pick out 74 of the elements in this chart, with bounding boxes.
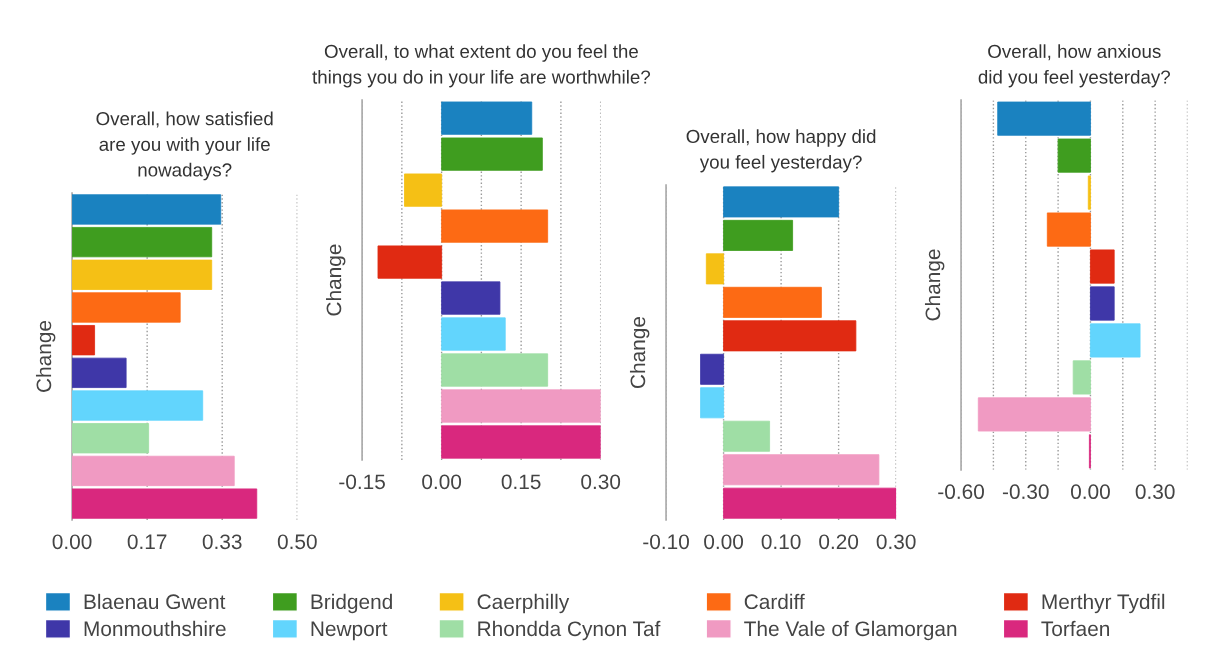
x-tick-label: 0.17 bbox=[127, 534, 167, 550]
bar bbox=[72, 488, 258, 519]
bar bbox=[72, 390, 204, 421]
bar bbox=[72, 259, 213, 290]
bar bbox=[441, 317, 506, 351]
bar bbox=[72, 292, 181, 323]
legend-label: Torfaen bbox=[1041, 620, 1109, 637]
chart-title: Overall, how satisfied are you with your life nowadays? bbox=[96, 111, 273, 181]
bar bbox=[72, 455, 235, 487]
legend-label: Bridgend bbox=[311, 593, 392, 614]
y-axis-title: Change bbox=[924, 249, 945, 321]
bar bbox=[723, 454, 880, 486]
bar bbox=[723, 420, 771, 452]
bar bbox=[441, 209, 549, 243]
chart-title: Overall, to what extent do you feel the things you do in your life are worthwhile? bbox=[312, 44, 651, 88]
bar bbox=[1090, 323, 1141, 358]
bar bbox=[1046, 212, 1091, 247]
bar bbox=[977, 397, 1091, 432]
bar bbox=[441, 425, 601, 459]
bar bbox=[1087, 175, 1091, 210]
bar bbox=[723, 487, 897, 519]
legend-label: The Vale of Glamorgan bbox=[744, 620, 957, 641]
bar bbox=[1072, 360, 1091, 395]
bar bbox=[723, 286, 822, 318]
bar bbox=[700, 353, 724, 385]
bar bbox=[1090, 286, 1115, 321]
legend-label: Cardiff bbox=[744, 593, 805, 610]
x-tick-label: 0.00 bbox=[422, 474, 462, 490]
x-tick-label: -0.30 bbox=[1002, 484, 1049, 500]
chart-title: Overall, how happy did you feel yesterday? bbox=[686, 129, 876, 173]
legend-label: Monmouthshire bbox=[84, 620, 226, 637]
x-tick-label: 0.30 bbox=[581, 474, 621, 490]
x-tick-label: -0.60 bbox=[938, 484, 984, 500]
legend-label: Rhondda Cynon Taf bbox=[478, 620, 661, 641]
bar bbox=[72, 357, 127, 388]
x-tick-label: -0.10 bbox=[643, 534, 689, 550]
bar bbox=[705, 253, 724, 285]
bar bbox=[377, 245, 443, 279]
x-tick-label: 0.00 bbox=[704, 534, 744, 550]
bar bbox=[700, 387, 724, 419]
bar bbox=[441, 281, 501, 315]
legend-label: Merthyr Tydfil bbox=[1042, 593, 1165, 614]
x-tick-label: 0.30 bbox=[876, 534, 916, 550]
y-axis-title: Change bbox=[326, 244, 346, 316]
legend-label: Caerphilly bbox=[477, 593, 570, 614]
x-tick-label: 0.00 bbox=[1071, 484, 1110, 500]
bar bbox=[72, 325, 95, 356]
x-tick-label: 0.00 bbox=[52, 534, 92, 550]
bar bbox=[441, 353, 549, 387]
bar bbox=[441, 137, 543, 171]
bar bbox=[723, 320, 857, 352]
bar bbox=[1057, 138, 1091, 173]
x-tick-label: 0.50 bbox=[277, 534, 317, 550]
bar bbox=[404, 173, 443, 207]
y-axis-title: Change bbox=[629, 317, 650, 388]
y-axis-title: Change bbox=[35, 320, 56, 392]
x-tick-label: 0.20 bbox=[819, 534, 859, 550]
x-tick-label: 0.10 bbox=[761, 534, 801, 550]
bar bbox=[997, 101, 1091, 136]
bar bbox=[723, 219, 794, 251]
legend-label: Blaenau Gwent bbox=[84, 593, 226, 610]
bar bbox=[72, 226, 213, 258]
bar bbox=[441, 101, 533, 135]
bar bbox=[441, 389, 601, 423]
bar bbox=[1090, 249, 1115, 284]
chart-title: Overall, how anxious did you feel yesterday? bbox=[978, 44, 1170, 88]
x-tick-label: -0.15 bbox=[339, 474, 385, 490]
legend-label: Newport bbox=[311, 621, 388, 641]
x-tick-label: 0.33 bbox=[202, 534, 242, 550]
bar bbox=[72, 194, 222, 225]
bar bbox=[72, 423, 150, 454]
x-tick-label: 0.30 bbox=[1135, 484, 1175, 500]
bar bbox=[723, 186, 840, 218]
x-tick-label: 0.15 bbox=[501, 474, 541, 490]
